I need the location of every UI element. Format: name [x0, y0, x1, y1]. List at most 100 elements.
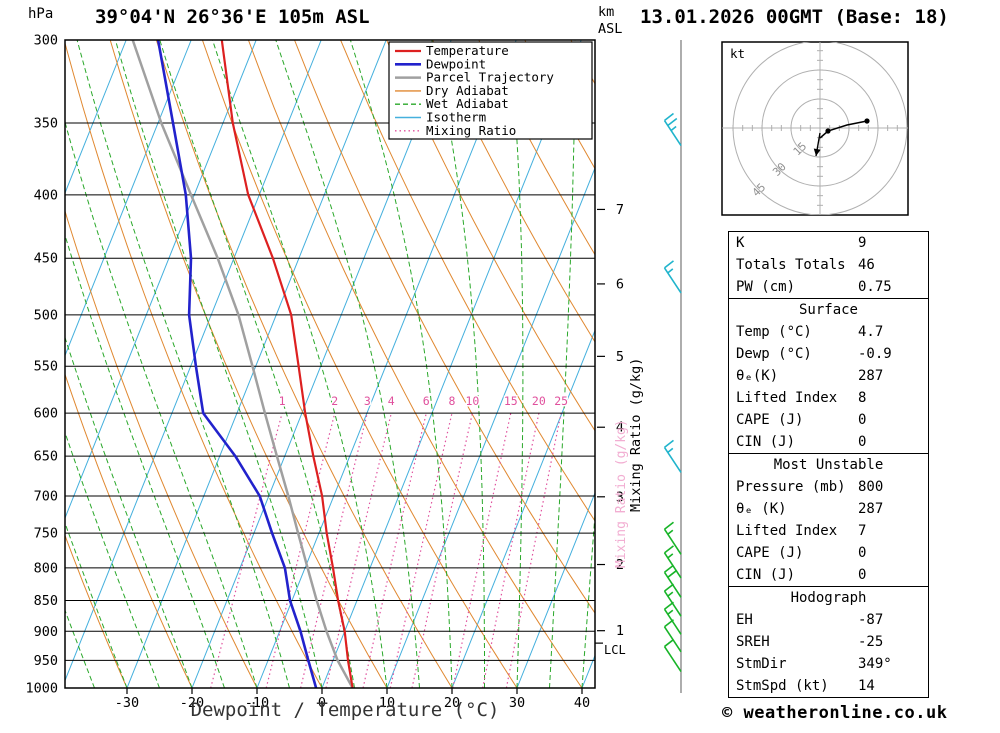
table-row: PW (cm) 0.75 — [729, 276, 928, 298]
table-row: Lifted Index 7 — [729, 520, 928, 542]
isotherm-line — [65, 40, 322, 682]
mixing-ratio-line — [452, 412, 512, 688]
x-axis-label: Dewpoint / Temperature (°C) — [190, 699, 500, 721]
table-row-value: 8 — [858, 390, 867, 406]
table-section-header: Hodograph — [790, 590, 867, 606]
wet-adiabat-line — [114, 40, 323, 688]
isotherm-line — [386, 166, 595, 688]
wind-barb — [663, 619, 682, 653]
svg-text:450: 450 — [34, 251, 58, 267]
pressure-unit-label: hPa — [28, 6, 54, 22]
table-row: CIN (J) 0 — [729, 431, 928, 453]
mixing-ratio-line — [389, 412, 453, 688]
table-row-label: K — [736, 235, 745, 251]
plot-border — [64, 39, 596, 689]
isotherm-line — [126, 40, 387, 688]
table-row-value: 46 — [858, 257, 875, 273]
svg-text:400: 400 — [34, 187, 58, 203]
wind-barb — [663, 439, 682, 473]
table-section-header: Most Unstable — [773, 457, 884, 473]
copyright-label: © weatheronline.co.uk — [722, 703, 948, 723]
table-row: SREH -25 — [729, 631, 928, 653]
temperature-axis-labels: -30 -20 -10 0 10 20 30 40 — [115, 688, 590, 711]
datetime-label: 13.01.2026 00GMT (Base: 18) — [640, 6, 949, 28]
wind-barb — [663, 583, 682, 617]
temperature-curve — [220, 40, 354, 688]
wind-barb — [663, 638, 682, 673]
svg-text:4: 4 — [616, 420, 624, 436]
table-row-label: Pressure (mb) — [736, 479, 846, 495]
table-row-value: 0 — [858, 545, 867, 561]
wind-barb — [663, 260, 682, 294]
legend-label: Parcel Trajectory — [426, 70, 554, 85]
dry-adiabat-line — [386, 40, 595, 432]
dry-adiabat-line — [65, 372, 193, 688]
svg-text:5: 5 — [616, 349, 624, 365]
wet-adiabat-line — [76, 40, 290, 688]
altitude-unit-label: km ASL — [598, 4, 622, 38]
wet-adiabat-line — [65, 120, 258, 688]
table-row-label: StmSpd (kt) — [736, 678, 829, 694]
table-row-value: 0 — [858, 567, 867, 583]
svg-text:350: 350 — [34, 115, 58, 131]
pressure-axis-labels: 300 350 400 450 500 550 600 650 700 750 800 850 900 9… — [25, 33, 58, 697]
table-row-label: StmDir — [736, 656, 787, 672]
table-row-value: -25 — [858, 634, 884, 650]
table-row-label: CIN (J) — [736, 434, 796, 450]
svg-text:10: 10 — [379, 695, 395, 711]
table-row-value: 7 — [858, 523, 867, 539]
parcel-trajectory-curve — [131, 40, 354, 688]
table-row-label: θₑ (K) — [736, 501, 787, 517]
svg-text:750: 750 — [34, 526, 58, 542]
wind-barbs — [663, 40, 682, 693]
svg-text:2: 2 — [331, 394, 338, 408]
isotherm-line — [256, 40, 517, 688]
legend-label: Mixing Ratio — [426, 123, 516, 138]
table-section: Most Unstable Pressure (mb) 800 θₑ (K) 287 Li… — [729, 454, 928, 587]
hodograph-trace — [819, 120, 868, 139]
svg-text:Mixing Ratio (g/kg): Mixing Ratio (g/kg) — [628, 358, 644, 512]
isotherm-line — [451, 329, 595, 688]
table-row: Pressure (mb) 800 — [729, 476, 928, 498]
table-row-value: -0.9 — [858, 346, 892, 362]
svg-text:-20: -20 — [180, 695, 204, 711]
table-row-label: θₑ(K) — [736, 368, 779, 384]
wet-adiabat-line — [0, 40, 30, 688]
table-row-value: 349° — [858, 656, 892, 672]
wet-adiabat-line — [581, 508, 595, 688]
table-row-label: CAPE (J) — [736, 545, 804, 561]
isotherm-line — [516, 491, 595, 688]
mixing-ratio-axis-label: Mixing Ratio (g/kg) Mixing Ratio (g/kg) — [614, 358, 644, 568]
table-section: K 9 Totals Totals 46 PW (cm) 0.75 — [729, 232, 928, 299]
table-row: EH -87 — [729, 609, 928, 631]
legend-label: Dewpoint — [426, 56, 486, 71]
wet-adiabat-line — [65, 335, 193, 688]
dewpoint-curve — [156, 40, 318, 688]
table-row: Dewp (°C) -0.9 — [729, 343, 928, 365]
table-row: StmDir 349° — [729, 653, 928, 675]
table-row-label: Temp (°C) — [736, 324, 812, 340]
svg-text:550: 550 — [34, 359, 58, 375]
svg-text:10: 10 — [465, 394, 479, 408]
table-row-value: 0.75 — [858, 279, 892, 295]
svg-text:1: 1 — [616, 623, 624, 639]
svg-text:LCL: LCL — [604, 643, 626, 657]
svg-text:900: 900 — [34, 624, 58, 640]
table-row-label: SREH — [736, 634, 770, 650]
table-row-value: 4.7 — [858, 324, 884, 340]
legend-label: Wet Adiabat — [426, 96, 509, 111]
table-row-label: EH — [736, 612, 753, 628]
table-row: StmSpd (kt) 14 — [729, 675, 928, 697]
svg-text:1000: 1000 — [25, 681, 58, 697]
table-section: Surface Temp (°C) 4.7 Dewp (°C) -0.9 θₑ(K) 287… — [729, 299, 928, 454]
wet-adiabat-line — [431, 40, 485, 688]
isotherm-line — [321, 40, 582, 688]
table-section-header: Surface — [798, 302, 858, 318]
svg-text:6: 6 — [423, 394, 430, 408]
table-row-value: -87 — [858, 612, 884, 628]
lcl-marker: LCL — [595, 642, 626, 657]
svg-text:800: 800 — [34, 560, 58, 576]
